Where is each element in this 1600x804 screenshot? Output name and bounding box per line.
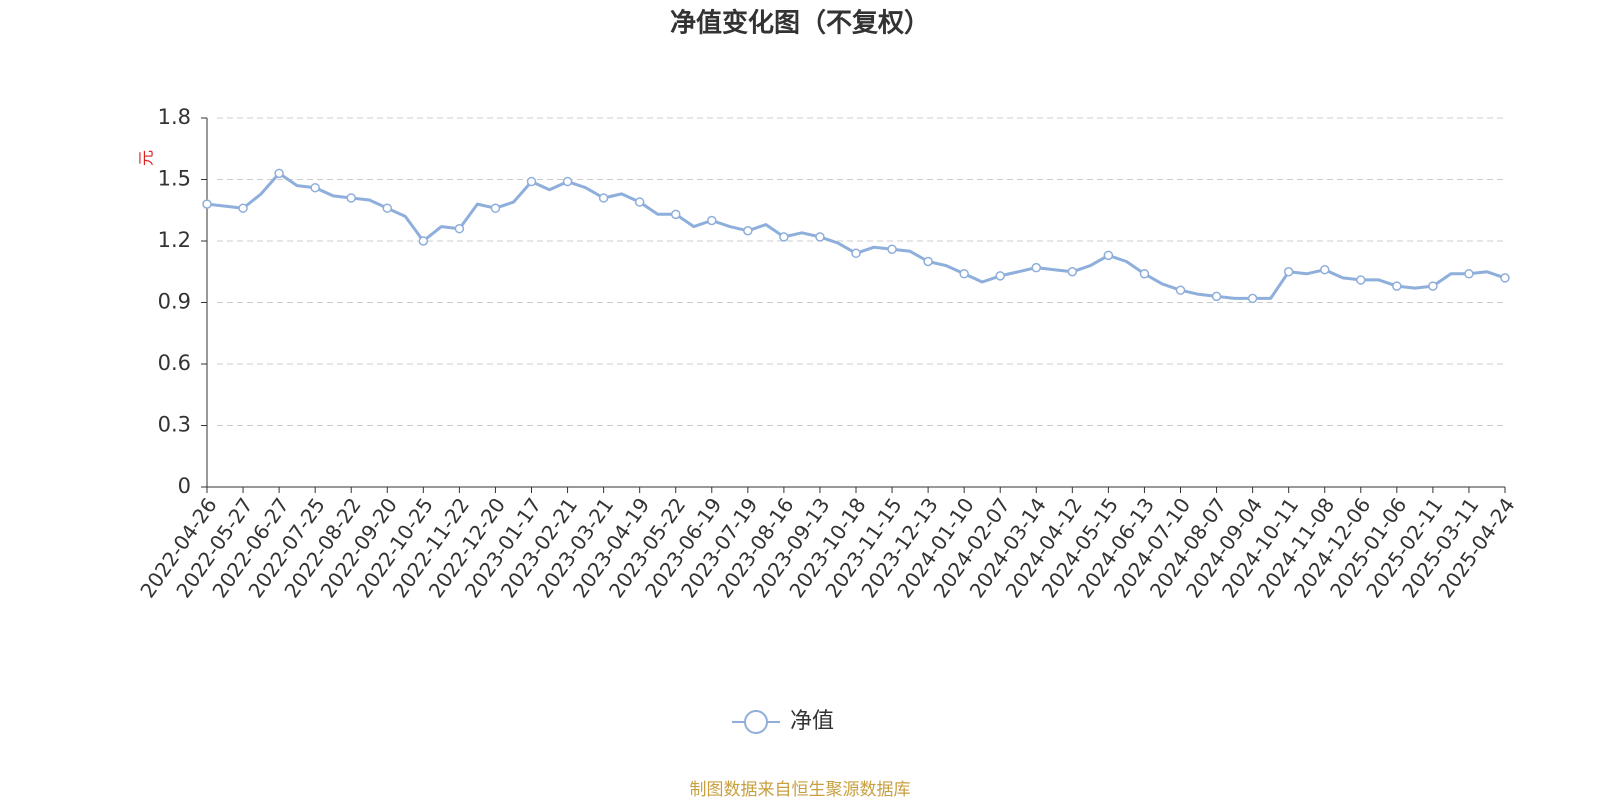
point-marker bbox=[1103, 250, 1114, 261]
point-marker bbox=[1031, 262, 1042, 273]
point-marker bbox=[1428, 281, 1438, 291]
legend-label: 净值 bbox=[790, 709, 834, 734]
point-marker bbox=[1175, 285, 1186, 295]
point-marker bbox=[815, 232, 825, 242]
point-marker bbox=[310, 182, 320, 193]
point-marker bbox=[1139, 269, 1150, 279]
chart-title: 净值变化图（不复权） bbox=[670, 8, 930, 39]
y-tick-label: 0 bbox=[178, 474, 191, 498]
line bbox=[206, 171, 1506, 300]
point-marker bbox=[1392, 281, 1402, 291]
y-tick-label: 0.3 bbox=[158, 413, 191, 437]
point-marker bbox=[454, 223, 465, 234]
point-marker bbox=[779, 232, 789, 242]
y-axis-label: 元 bbox=[137, 150, 156, 166]
point-marker bbox=[382, 203, 393, 213]
point-marker bbox=[1283, 267, 1294, 277]
y-tick-label: 0.9 bbox=[158, 290, 191, 314]
y-tick-label: 1.5 bbox=[158, 167, 191, 191]
legend-marker bbox=[744, 710, 768, 734]
point-marker bbox=[1211, 291, 1222, 302]
point-marker bbox=[1464, 269, 1474, 279]
y-tick-label: 1.8 bbox=[158, 105, 191, 129]
point-marker bbox=[418, 236, 429, 246]
point-marker bbox=[274, 168, 284, 179]
point-marker bbox=[562, 176, 573, 187]
point-marker bbox=[851, 248, 861, 259]
y-tick-label: 0.6 bbox=[158, 351, 191, 375]
point-marker bbox=[959, 269, 969, 279]
point-marker bbox=[526, 176, 537, 187]
point-marker bbox=[923, 256, 933, 267]
point-marker bbox=[887, 244, 897, 254]
point-marker bbox=[238, 203, 248, 213]
point-marker bbox=[707, 215, 717, 226]
point-marker bbox=[1067, 267, 1078, 277]
point-marker bbox=[1247, 293, 1258, 304]
point-marker bbox=[743, 226, 753, 236]
point-marker bbox=[670, 209, 681, 220]
point-marker bbox=[1319, 264, 1330, 275]
point-marker bbox=[634, 197, 645, 207]
source-note: 制图数据来自恒生聚源数据库 bbox=[690, 780, 911, 800]
point-marker bbox=[490, 203, 501, 213]
point-marker bbox=[1500, 273, 1510, 283]
point-marker bbox=[995, 271, 1005, 281]
point-marker bbox=[202, 199, 212, 209]
point-marker bbox=[598, 193, 609, 203]
point-marker bbox=[346, 193, 356, 203]
point-marker bbox=[1356, 275, 1366, 285]
y-tick-label: 1.2 bbox=[158, 228, 191, 252]
